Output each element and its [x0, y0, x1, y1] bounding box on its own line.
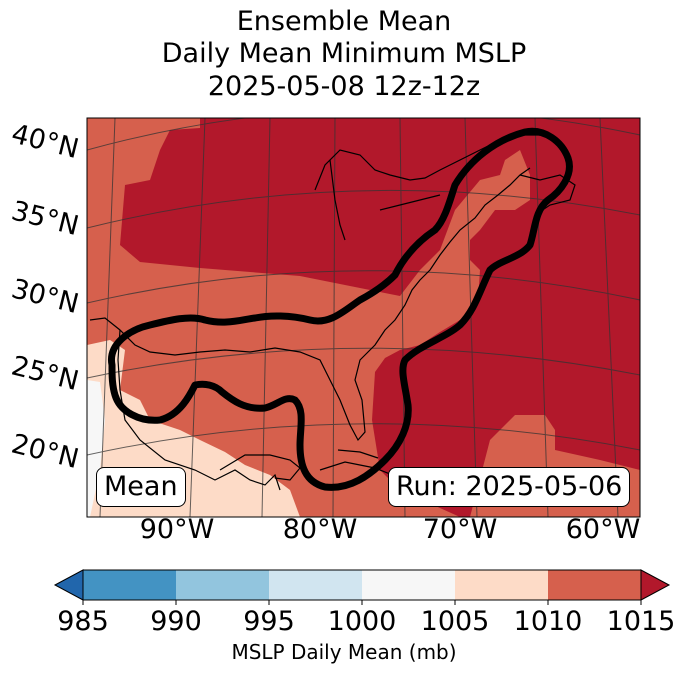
lon-label-70: 70°W: [422, 514, 498, 545]
gridline-lat-30: [87, 270, 640, 304]
gridline-lat-20: [87, 423, 640, 456]
title-line-2: Daily Mean Minimum MSLP: [161, 38, 527, 69]
colorbar-tick-1000: 1000: [327, 606, 397, 637]
coastline-mexico: [117, 329, 281, 491]
colorbar-segment-995-1000: [269, 570, 363, 600]
colorbar-segment-1005-1010: [455, 570, 549, 600]
colorbar-tick-995: 995: [243, 606, 295, 637]
colorbar-tick-1005: 1005: [420, 606, 490, 637]
colorbar-tick-990: 990: [150, 606, 202, 637]
region-1010-1015-ne: [440, 150, 530, 250]
coastline-yucatan: [219, 454, 301, 481]
title-line-1: Ensemble Mean: [236, 6, 452, 37]
lon-label-60: 60°W: [565, 514, 641, 545]
colorbar-segment-1010-1015: [548, 570, 642, 600]
title-line-3: 2025-05-08 12z-12z: [207, 71, 481, 102]
colorbar-tick-1010: 1010: [513, 606, 583, 637]
colorbar-tick-985: 985: [57, 606, 109, 637]
coastline-lake-erie: [379, 194, 441, 211]
region-1000-1005: [87, 380, 105, 517]
colorbar-segment-985-990: [83, 570, 177, 600]
mean-label-box: Mean: [96, 467, 186, 507]
colorbar-over-arrow: [640, 569, 671, 601]
coastline-gulf: [89, 167, 531, 442]
colorbar: [53, 569, 671, 605]
colorbar-label: MSLP Daily Mean (mb): [231, 640, 457, 664]
lon-label-90: 90°W: [139, 514, 215, 545]
coastline-cuba-north: [337, 449, 379, 459]
gridline-lon-95: [99, 118, 116, 517]
colorbar-tick-1015: 1015: [606, 606, 676, 637]
gridline-lon-70: [464, 118, 478, 517]
gridline-lat-40: [87, 118, 640, 151]
mean-contour: [108, 127, 573, 491]
colorbar-segment-990-995: [176, 570, 270, 600]
gridline-lat-25: [87, 347, 640, 379]
coastline-lake-michigan: [329, 159, 346, 241]
colorbar-segment-1000-1005: [362, 570, 456, 600]
gridline-lon-60: [599, 118, 619, 517]
lon-label-80: 80°W: [282, 514, 358, 545]
map-frame: [86, 117, 641, 518]
run-date-box: Run: 2025-05-06: [388, 467, 631, 507]
colorbar-under-arrow: [53, 569, 84, 601]
gridline-lon-75: [399, 118, 406, 517]
coastline-maritimes: [519, 174, 576, 216]
gridline-lon-65: [534, 118, 549, 517]
